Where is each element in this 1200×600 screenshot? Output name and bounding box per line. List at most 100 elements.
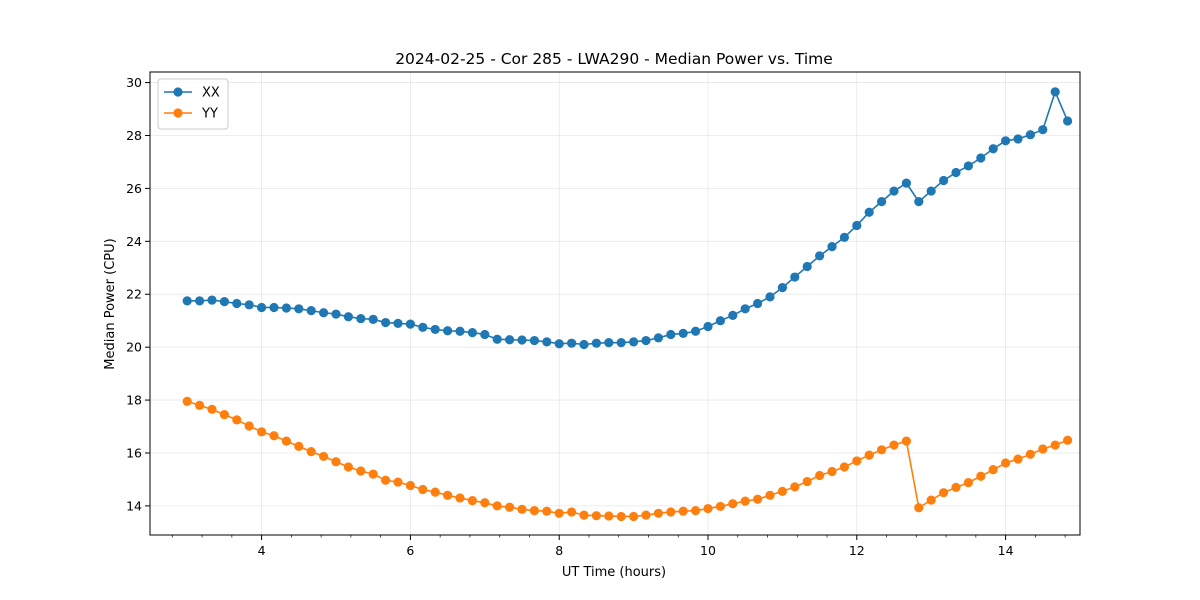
chart-title: 2024-02-25 - Cor 285 - LWA290 - Median P… xyxy=(395,50,833,68)
data-point-xx xyxy=(653,333,663,343)
data-point-xx xyxy=(678,328,688,338)
y-tick-label: 20 xyxy=(126,340,142,355)
data-point-xx xyxy=(232,298,242,309)
y-tick-label: 26 xyxy=(126,181,142,196)
data-point-xx xyxy=(567,338,577,348)
data-point-yy xyxy=(839,462,849,472)
data-point-yy xyxy=(901,436,912,446)
data-point-xx xyxy=(393,318,403,328)
data-point-xx xyxy=(1013,134,1023,144)
data-point-xx xyxy=(368,314,378,324)
legend: XX YY xyxy=(157,78,229,130)
data-point-xx xyxy=(901,178,912,188)
data-point-xx xyxy=(703,321,713,332)
data-point-yy xyxy=(306,447,316,457)
data-point-xx xyxy=(876,197,887,207)
data-point-xx xyxy=(1062,116,1073,126)
data-point-xx xyxy=(343,312,354,322)
x-tick-label: 4 xyxy=(258,543,266,558)
data-point-xx xyxy=(529,335,540,346)
data-point-xx xyxy=(815,251,825,261)
data-point-yy xyxy=(542,506,552,516)
data-point-yy xyxy=(567,507,577,517)
data-point-yy xyxy=(939,488,949,498)
data-point-xx xyxy=(604,338,614,348)
data-point-yy xyxy=(976,471,986,481)
data-point-yy xyxy=(517,504,527,514)
data-point-xx xyxy=(1025,130,1035,140)
data-point-xx xyxy=(939,175,949,186)
data-point-xx xyxy=(281,303,291,313)
data-point-yy xyxy=(641,510,651,520)
legend-marker-xx xyxy=(173,87,183,97)
data-point-yy xyxy=(740,496,750,506)
data-point-yy xyxy=(343,462,354,472)
data-point-yy xyxy=(554,508,564,518)
data-point-yy xyxy=(889,440,899,450)
data-point-xx xyxy=(244,300,254,310)
data-point-yy xyxy=(616,511,626,522)
data-point-yy xyxy=(281,436,291,446)
data-point-yy xyxy=(815,470,825,481)
data-point-yy xyxy=(257,427,267,437)
data-point-xx xyxy=(517,335,527,345)
data-point-xx xyxy=(852,220,862,231)
data-point-yy xyxy=(430,487,440,497)
data-point-xx xyxy=(542,337,552,347)
data-point-xx xyxy=(864,207,874,217)
data-point-yy xyxy=(318,451,329,462)
legend-label-xx: XX xyxy=(202,86,220,101)
data-point-xx xyxy=(381,317,391,328)
data-point-xx xyxy=(715,316,726,326)
data-point-yy xyxy=(443,490,453,500)
x-tick-label: 6 xyxy=(406,543,414,558)
data-point-yy xyxy=(244,421,254,431)
data-point-yy xyxy=(504,502,515,512)
plot-frame xyxy=(149,71,1081,536)
data-point-yy xyxy=(777,486,788,496)
data-point-yy xyxy=(802,476,812,487)
data-point-yy xyxy=(988,465,998,475)
data-point-xx xyxy=(827,242,837,252)
data-point-xx xyxy=(257,302,267,313)
data-point-xx xyxy=(963,161,974,171)
data-point-yy xyxy=(393,477,403,487)
data-point-yy xyxy=(1062,435,1073,445)
data-point-yy xyxy=(1038,444,1048,454)
data-point-yy xyxy=(926,495,936,505)
data-point-xx xyxy=(294,304,304,314)
data-point-xx xyxy=(1038,125,1048,135)
data-point-yy xyxy=(207,404,217,414)
data-point-xx xyxy=(690,326,701,336)
data-point-xx xyxy=(455,326,465,336)
data-point-xx xyxy=(492,334,502,344)
data-point-yy xyxy=(827,466,837,477)
x-tick-label: 8 xyxy=(555,543,563,558)
data-point-yy xyxy=(405,480,415,491)
axis-ticks: 4 6 8 10 12 14 14 16 18 20 22 24 26 28 30 xyxy=(126,75,1066,558)
data-point-xx xyxy=(318,308,329,318)
data-point-yy xyxy=(604,511,614,521)
data-point-xx xyxy=(418,322,428,332)
data-point-yy xyxy=(492,501,502,511)
data-point-xx xyxy=(765,292,775,302)
data-point-xx xyxy=(976,153,986,163)
data-point-yy xyxy=(467,496,477,506)
data-point-yy xyxy=(182,396,192,406)
data-point-xx xyxy=(554,339,564,349)
data-point-xx xyxy=(926,186,936,196)
data-point-xx xyxy=(753,298,763,309)
data-point-xx xyxy=(480,329,490,340)
data-point-yy xyxy=(368,469,378,479)
x-tick-label: 10 xyxy=(700,543,716,558)
data-point-xx xyxy=(504,335,515,345)
data-point-yy xyxy=(876,445,887,455)
data-point-yy xyxy=(269,431,279,441)
data-point-xx xyxy=(740,304,750,314)
data-point-yy xyxy=(294,441,304,451)
data-point-xx xyxy=(207,295,217,305)
y-tick-label: 30 xyxy=(126,75,142,90)
data-point-xx xyxy=(306,306,316,316)
x-tick-label: 14 xyxy=(998,543,1014,558)
data-point-xx xyxy=(269,302,279,313)
